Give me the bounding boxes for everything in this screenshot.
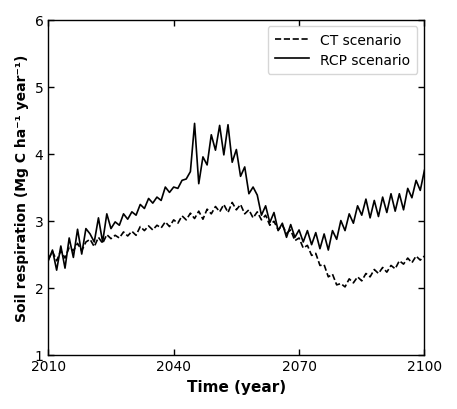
RCP scenario [46, 258, 51, 263]
CT scenario [342, 285, 348, 290]
RCP scenario [422, 169, 427, 173]
CT scenario [267, 223, 272, 228]
Legend: CT scenario, RCP scenario: CT scenario, RCP scenario [268, 27, 418, 75]
RCP scenario [372, 198, 377, 203]
Y-axis label: Soil respiration (Mg C ha⁻¹ year⁻¹): Soil respiration (Mg C ha⁻¹ year⁻¹) [15, 54, 29, 321]
X-axis label: Time (year): Time (year) [187, 379, 286, 394]
RCP scenario [271, 211, 277, 216]
RCP scenario [418, 189, 423, 193]
CT scenario [422, 254, 427, 259]
RCP scenario [192, 121, 197, 126]
CT scenario [418, 258, 423, 263]
CT scenario [229, 200, 235, 205]
RCP scenario [96, 216, 101, 221]
CT scenario [46, 257, 51, 262]
CT scenario [142, 229, 147, 234]
CT scenario [372, 267, 377, 272]
RCP scenario [138, 202, 143, 207]
Line: CT scenario: CT scenario [48, 203, 425, 287]
RCP scenario [54, 268, 59, 273]
CT scenario [91, 245, 97, 249]
RCP scenario [146, 196, 151, 201]
Line: RCP scenario: RCP scenario [48, 124, 425, 270]
CT scenario [133, 233, 139, 238]
